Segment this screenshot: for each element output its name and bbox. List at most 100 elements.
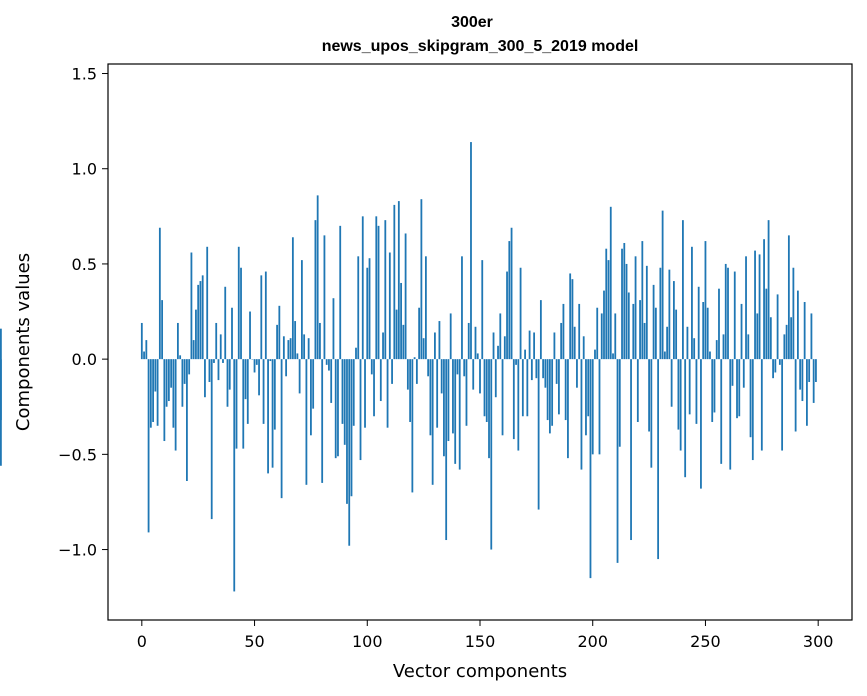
bar-88 bbox=[339, 225, 342, 360]
bar-254 bbox=[713, 359, 716, 413]
bar-96 bbox=[357, 256, 360, 360]
bar-66 bbox=[289, 338, 292, 360]
bar-115 bbox=[400, 282, 402, 360]
x-tick-label: 100 bbox=[352, 632, 383, 651]
bar-251 bbox=[706, 307, 709, 360]
bar-207 bbox=[607, 260, 610, 360]
bar-57 bbox=[269, 359, 272, 362]
x-tick-label: 0 bbox=[137, 632, 147, 651]
bar-170 bbox=[524, 349, 526, 360]
bar-256 bbox=[718, 288, 720, 360]
bar-192 bbox=[573, 326, 576, 360]
bar-65 bbox=[287, 340, 290, 360]
bar-130 bbox=[434, 332, 436, 360]
bar-46 bbox=[244, 359, 247, 400]
bar-235 bbox=[670, 359, 673, 407]
bar-137 bbox=[449, 313, 452, 360]
bar-271 bbox=[751, 359, 754, 461]
bar-92 bbox=[348, 359, 351, 546]
bar-25 bbox=[197, 284, 200, 360]
bar-73 bbox=[305, 359, 308, 485]
bar-193 bbox=[576, 359, 578, 388]
bar-203 bbox=[598, 359, 601, 455]
bar-168 bbox=[519, 267, 522, 360]
bar-23 bbox=[192, 340, 195, 360]
bar-91 bbox=[346, 359, 348, 504]
bar-186 bbox=[560, 322, 563, 360]
bar-213 bbox=[621, 248, 623, 360]
bar-236 bbox=[672, 281, 675, 360]
bar-154 bbox=[488, 359, 490, 459]
bar-104 bbox=[375, 216, 378, 360]
bar-44 bbox=[240, 267, 242, 360]
bar-149 bbox=[476, 353, 479, 360]
bar-222 bbox=[641, 241, 644, 360]
bar-64 bbox=[285, 359, 288, 377]
bar-41 bbox=[233, 359, 236, 592]
bar-16 bbox=[176, 322, 179, 360]
bar-205 bbox=[603, 290, 605, 360]
bar-276 bbox=[763, 239, 765, 360]
bar-287 bbox=[787, 235, 790, 360]
bar-12 bbox=[167, 359, 170, 402]
bar-60 bbox=[276, 324, 278, 360]
bar-125 bbox=[422, 338, 425, 360]
bar-151 bbox=[481, 260, 484, 360]
bar-11 bbox=[165, 359, 168, 407]
bar-239 bbox=[679, 359, 682, 451]
bar-121 bbox=[413, 357, 416, 360]
bar-90 bbox=[343, 359, 346, 445]
y-axis-label: Components values bbox=[13, 253, 34, 431]
bar-185 bbox=[558, 359, 560, 415]
bar-208 bbox=[609, 206, 612, 360]
bar-143 bbox=[463, 359, 466, 377]
bar-146 bbox=[470, 142, 472, 360]
bar-147 bbox=[472, 359, 475, 390]
chart-subtitle: news_upos_skipgram_300_5_2019 model bbox=[322, 38, 639, 55]
bar-191 bbox=[571, 279, 574, 360]
bar-227 bbox=[652, 284, 655, 360]
bar-53 bbox=[260, 275, 263, 360]
bar-293 bbox=[801, 359, 804, 402]
bar-109 bbox=[386, 359, 389, 428]
bar-201 bbox=[594, 349, 596, 360]
bar-52 bbox=[258, 359, 260, 396]
bar-51 bbox=[255, 359, 258, 365]
bar-6 bbox=[154, 359, 157, 392]
bar-48 bbox=[249, 311, 251, 360]
bar-114 bbox=[397, 201, 400, 360]
bar-26 bbox=[199, 281, 202, 360]
bar-55 bbox=[264, 271, 267, 360]
bar-81 bbox=[323, 235, 326, 360]
bar-211 bbox=[616, 359, 619, 563]
bar-263 bbox=[733, 271, 736, 360]
bar-150 bbox=[479, 359, 481, 394]
bar-63 bbox=[282, 336, 285, 360]
bar-232 bbox=[663, 351, 666, 360]
bar-145 bbox=[467, 322, 470, 360]
bar-30 bbox=[208, 359, 211, 382]
bar-182 bbox=[551, 359, 554, 426]
bar-2 bbox=[145, 340, 148, 360]
bar-210 bbox=[614, 313, 617, 360]
bar-238 bbox=[677, 359, 680, 430]
bar-253 bbox=[711, 359, 714, 422]
bar-249 bbox=[702, 302, 705, 360]
bar-139 bbox=[454, 359, 457, 464]
bar-15 bbox=[174, 359, 177, 451]
bar-174 bbox=[533, 332, 536, 360]
bar-103 bbox=[373, 359, 375, 417]
bar-266 bbox=[740, 303, 743, 360]
bar-298 bbox=[812, 359, 815, 403]
bar-110 bbox=[388, 252, 391, 360]
bar-93 bbox=[350, 359, 353, 497]
chart-title: 300er bbox=[451, 14, 493, 31]
bar-120 bbox=[411, 359, 414, 493]
bar-268 bbox=[745, 256, 747, 360]
bar-10 bbox=[163, 359, 166, 442]
bar-117 bbox=[404, 233, 407, 360]
bar-261 bbox=[729, 359, 732, 470]
bar-269 bbox=[747, 334, 750, 360]
bar-69 bbox=[296, 353, 299, 360]
bar-281 bbox=[774, 359, 777, 373]
